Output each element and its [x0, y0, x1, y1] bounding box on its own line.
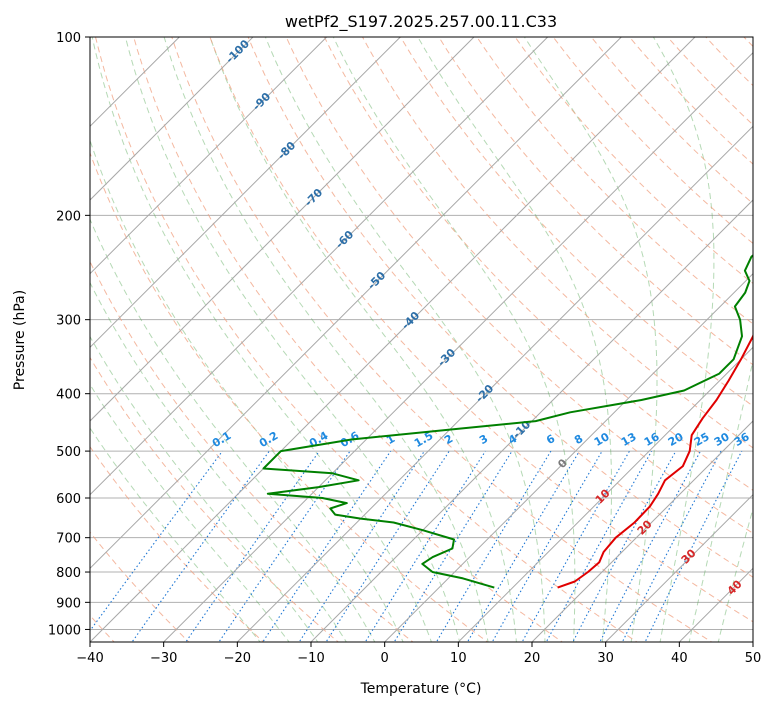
y-tick-label: 200 — [56, 209, 81, 224]
pressure-gridlines — [90, 37, 753, 630]
isotherm-line — [310, 199, 753, 642]
mixing-ratio-line — [131, 450, 270, 642]
y-tick-label: 900 — [56, 596, 81, 611]
mixing-ratio-line — [621, 450, 722, 642]
isotherm-line — [163, 51, 753, 642]
dry-adiabat — [90, 356, 340, 642]
isotherm-line — [236, 125, 753, 642]
mixing-ratio-line — [599, 450, 701, 642]
moist-adiabat — [91, 37, 432, 642]
moist-adiabat — [717, 506, 753, 642]
moist-adiabat — [332, 37, 576, 642]
x-tick-label: 50 — [745, 651, 762, 666]
dry-adiabat — [90, 151, 489, 642]
dry-adiabats — [90, 37, 753, 642]
isotherm-line — [90, 37, 401, 349]
x-tick-label: −10 — [297, 651, 324, 666]
moist-adiabat — [163, 37, 489, 642]
moist-adiabat — [124, 37, 461, 642]
mixing-ratio-line — [90, 450, 223, 632]
mixing-ratio-line — [218, 450, 351, 642]
y-tick-label: 400 — [56, 388, 81, 403]
x-tick-label: 10 — [450, 651, 467, 666]
x-tick-label: −30 — [150, 651, 177, 666]
temperature-profile-line — [557, 333, 753, 589]
moist-adiabat — [209, 37, 518, 642]
isotherm-line — [90, 37, 622, 570]
mixing-ratio-line — [262, 450, 392, 642]
y-tick-label: 600 — [56, 492, 81, 507]
y-tick-label: 100 — [56, 31, 81, 46]
profile-series — [262, 254, 753, 589]
mixing-ratio-line — [325, 450, 450, 642]
y-tick-label: 500 — [56, 445, 81, 460]
y-axis-ticks: 100 200 300 400 500 600 700 800 900 1000 — [48, 31, 90, 638]
isotherm-line — [90, 37, 475, 422]
isotherm-line — [90, 37, 254, 201]
dry-adiabat — [90, 260, 414, 642]
moist-adiabat — [652, 37, 715, 642]
x-tick-label: −40 — [76, 651, 103, 666]
plot-area: -100-90-80-70-60-50-40-30-20-10 01020304… — [90, 37, 753, 642]
dry-adiabat — [133, 37, 638, 642]
y-tick-label: 1000 — [48, 623, 81, 638]
y-tick-label: 300 — [56, 314, 81, 329]
isotherm-line — [90, 37, 549, 496]
dry-adiabat — [209, 37, 753, 623]
x-tick-label: −20 — [224, 651, 251, 666]
y-tick-label: 700 — [56, 532, 81, 547]
x-axis-label: Temperature (°C) — [360, 681, 482, 697]
moist-adiabat — [90, 427, 261, 642]
isotherm-line — [90, 37, 328, 275]
isotherm-line — [90, 37, 696, 642]
x-tick-label: 20 — [524, 651, 541, 666]
mixing-ratio-line — [298, 450, 425, 642]
mixing-ratio-line — [466, 450, 580, 642]
isotherm-line — [457, 346, 753, 642]
x-tick-label: 30 — [597, 651, 614, 666]
isotherm-line — [384, 272, 753, 642]
moist-adiabat — [90, 383, 290, 642]
mixing-ratio-line — [572, 450, 677, 642]
moist-adiabat — [90, 335, 319, 642]
moist-adiabat — [90, 138, 404, 642]
dry-adiabat — [90, 445, 265, 642]
y-axis-label: Pressure (hPa) — [12, 290, 28, 390]
moist-adiabat — [523, 37, 658, 642]
chart-title: wetPf2_S197.2025.257.00.11.C33 — [285, 12, 557, 32]
x-axis-ticks: −40 −30 −20 −10 0 10 20 30 40 50 — [76, 642, 761, 666]
x-tick-label: 0 — [381, 651, 389, 666]
y-tick-label: 800 — [56, 566, 81, 581]
dry-adiabat — [94, 37, 564, 642]
moist-adiabat — [264, 37, 546, 642]
dewpoint-profile-line — [262, 254, 753, 589]
moist-adiabat — [688, 357, 753, 642]
isotherm-line — [605, 493, 753, 642]
dry-adiabat — [514, 37, 753, 285]
dry-adiabat — [476, 37, 753, 325]
mixing-ratio-line — [393, 450, 513, 642]
mixing-ratio-line — [185, 450, 320, 642]
isotherm-line — [531, 420, 753, 642]
plot-frame — [89, 36, 754, 643]
mixing-ratio-lines — [90, 450, 743, 642]
x-tick-label: 40 — [671, 651, 688, 666]
skewed-isotherms — [90, 37, 753, 642]
